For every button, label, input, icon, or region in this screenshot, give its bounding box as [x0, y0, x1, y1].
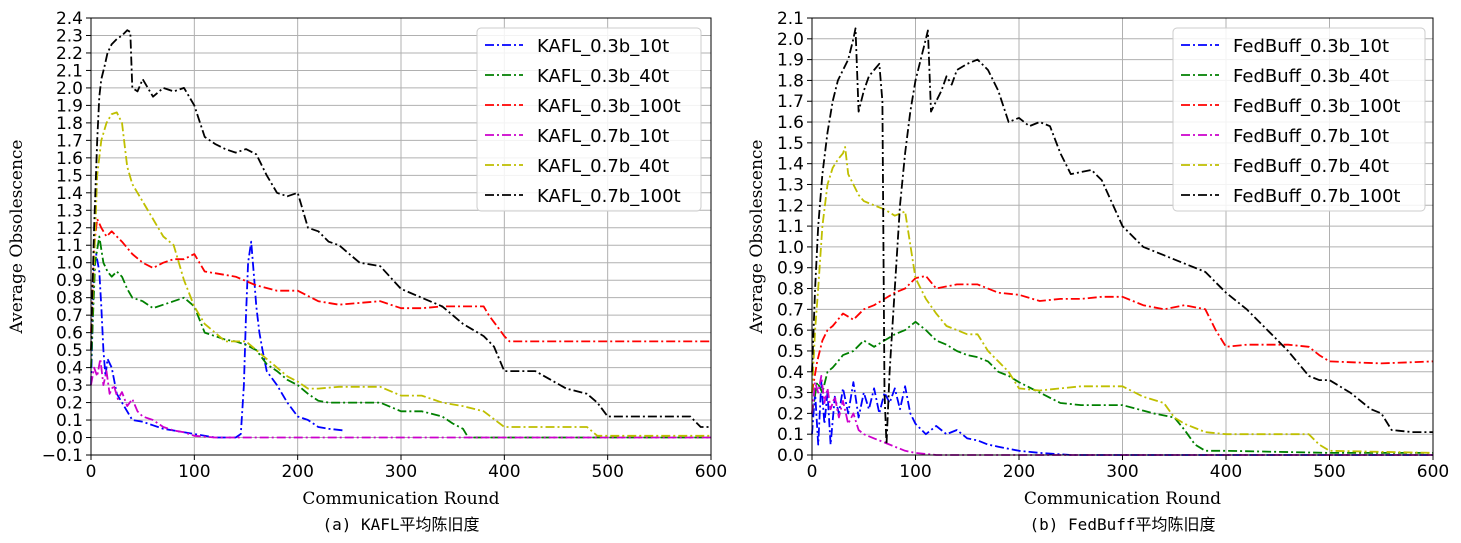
y-tick-label: 2.1: [56, 61, 83, 81]
x-tick-label: 600: [1417, 462, 1449, 482]
legend: KAFL_0.3b_10t KAFL_0.3b_40t KAFL_0.3b_100t…: [476, 27, 702, 212]
series-line-FedBuff_0.7b_100t: [811, 27, 1433, 446]
y-tick-label: 2.2: [56, 44, 83, 64]
y-tick-label: −0.1: [42, 446, 83, 466]
x-tick-label: 100: [899, 462, 931, 482]
y-tick-label: 0.3: [777, 384, 804, 404]
series-line-FedBuff_0.3b_100t: [811, 275, 1434, 393]
y-tick-label: 0.9: [56, 271, 83, 291]
series-line-FedBuff_0.7b_10t: [811, 374, 1433, 456]
y-tick-label: 1.5: [777, 134, 804, 154]
x-axis-label: Communication Round: [302, 489, 499, 509]
y-tick-label: 0.7: [56, 306, 83, 326]
series-line-FedBuff_0.7b_40t: [811, 146, 1434, 454]
series-line-KAFL_0.3b_40t: [90, 235, 711, 439]
y-tick-label: 1.6: [56, 149, 83, 169]
y-tick-label: 0.0: [777, 446, 804, 466]
legend-label: KAFL_0.7b_100t: [537, 186, 681, 207]
y-tick-label: 0.3: [56, 376, 83, 396]
x-tick-label: 500: [591, 462, 623, 482]
y-tick-label: 1.3: [56, 201, 83, 221]
y-tick-label: 0.7: [777, 300, 804, 320]
legend-label: KAFL_0.3b_100t: [537, 96, 681, 117]
y-tick-label: 0.4: [56, 359, 83, 379]
y-tick-label: 1.7: [56, 131, 83, 151]
legend-box: [1172, 27, 1426, 212]
legend-label: KAFL_0.7b_10t: [537, 126, 669, 147]
y-tick-label: 0.5: [777, 342, 804, 362]
x-tick-label: 300: [385, 462, 417, 482]
x-tick-label: 300: [1106, 462, 1138, 482]
x-tick-label: 500: [1313, 462, 1345, 482]
x-tick-label: 400: [1210, 462, 1242, 482]
y-tick-label: 0.4: [777, 363, 804, 383]
x-tick-label: 600: [695, 462, 727, 482]
series-line-KAFL_0.7b_40t: [90, 111, 711, 437]
series-line-KAFL_0.3b_100t: [90, 218, 711, 343]
series-line-KAFL_0.3b_10t: [90, 240, 345, 439]
x-tick-label: 200: [281, 462, 313, 482]
legend-label: KAFL_0.3b_10t: [537, 36, 669, 57]
series-line-FedBuff_0.3b_10t: [811, 381, 1433, 456]
x-tick-label: 0: [86, 462, 97, 482]
y-tick-label: 1.6: [777, 113, 804, 133]
y-tick-label: 0.1: [777, 425, 804, 445]
legend-label: FedBuff_0.7b_10t: [1233, 126, 1389, 147]
series-line-KAFL_0.7b_10t: [90, 357, 711, 439]
y-tick-label: 0.8: [777, 280, 804, 300]
x-tick-label: 200: [1003, 462, 1035, 482]
y-tick-label: 0.8: [56, 289, 83, 309]
y-tick-label: 2.0: [777, 30, 804, 50]
y-tick-label: 1.9: [56, 96, 83, 116]
series-line-KAFL_0.7b_100t: [90, 29, 711, 428]
legend-label: FedBuff_0.3b_10t: [1233, 36, 1389, 57]
y-tick-label: 0.1: [56, 411, 83, 431]
y-tick-label: 1.7: [777, 92, 804, 112]
y-tick-label: 2.0: [56, 79, 83, 99]
legend-label: FedBuff_0.7b_100t: [1233, 186, 1401, 207]
series-line-FedBuff_0.3b_40t: [811, 320, 1433, 454]
y-tick-label: 0.2: [777, 404, 804, 424]
y-tick-label: 2.4: [56, 9, 83, 29]
legend-label: KAFL_0.3b_40t: [537, 66, 669, 87]
y-tick-label: 0.6: [777, 321, 804, 341]
legend-box: [476, 27, 702, 212]
x-tick-label: 0: [807, 462, 818, 482]
y-tick-label: 1.0: [56, 254, 83, 274]
y-tick-label: 1.4: [777, 155, 804, 175]
legend-label: FedBuff_0.7b_40t: [1233, 156, 1389, 177]
legend-label: KAFL_0.7b_40t: [537, 156, 669, 177]
y-tick-label: 2.3: [56, 26, 83, 46]
panel-caption: (b) FedBuff平均陈旧度: [1030, 515, 1216, 534]
y-tick-label: 0.9: [777, 259, 804, 279]
legend-label: FedBuff_0.3b_40t: [1233, 66, 1389, 87]
y-tick-label: 2.1: [777, 9, 804, 29]
y-tick-label: 1.1: [56, 236, 83, 256]
y-tick-label: 1.8: [56, 114, 83, 134]
y-tick-label: 0.6: [56, 324, 83, 344]
y-tick-label: 1.1: [777, 217, 804, 237]
y-tick-label: 1.5: [56, 166, 83, 186]
panel-b: 0 100 200 300 400 500 600 0.00.10.20.30.40.50.6…: [747, 9, 1449, 534]
y-tick-label: 1.2: [56, 219, 83, 239]
panel-a: 0 100 200 300 400 500 600−0.10.00.10.20.30.40.…: [7, 9, 727, 534]
x-tick-label: 100: [178, 462, 210, 482]
legend: FedBuff_0.3b_10t FedBuff_0.3b_40t FedBuff_…: [1172, 27, 1426, 212]
y-axis-label: Average Obsolescence: [747, 140, 767, 335]
x-tick-label: 400: [488, 462, 520, 482]
x-axis-label: Communication Round: [1024, 489, 1221, 509]
y-tick-label: 0.0: [56, 429, 83, 449]
y-axis-label: Average Obsolescence: [7, 140, 27, 335]
panel-caption: (a) KAFL平均陈旧度: [322, 515, 479, 534]
y-tick-label: 1.4: [56, 184, 83, 204]
y-tick-label: 1.3: [777, 175, 804, 195]
y-tick-label: 1.0: [777, 238, 804, 258]
y-tick-label: 1.9: [777, 51, 804, 71]
y-tick-label: 1.2: [777, 196, 804, 216]
y-tick-label: 0.5: [56, 341, 83, 361]
legend-label: FedBuff_0.3b_100t: [1233, 96, 1401, 117]
y-tick-label: 0.2: [56, 394, 83, 414]
y-tick-label: 1.8: [777, 71, 804, 91]
